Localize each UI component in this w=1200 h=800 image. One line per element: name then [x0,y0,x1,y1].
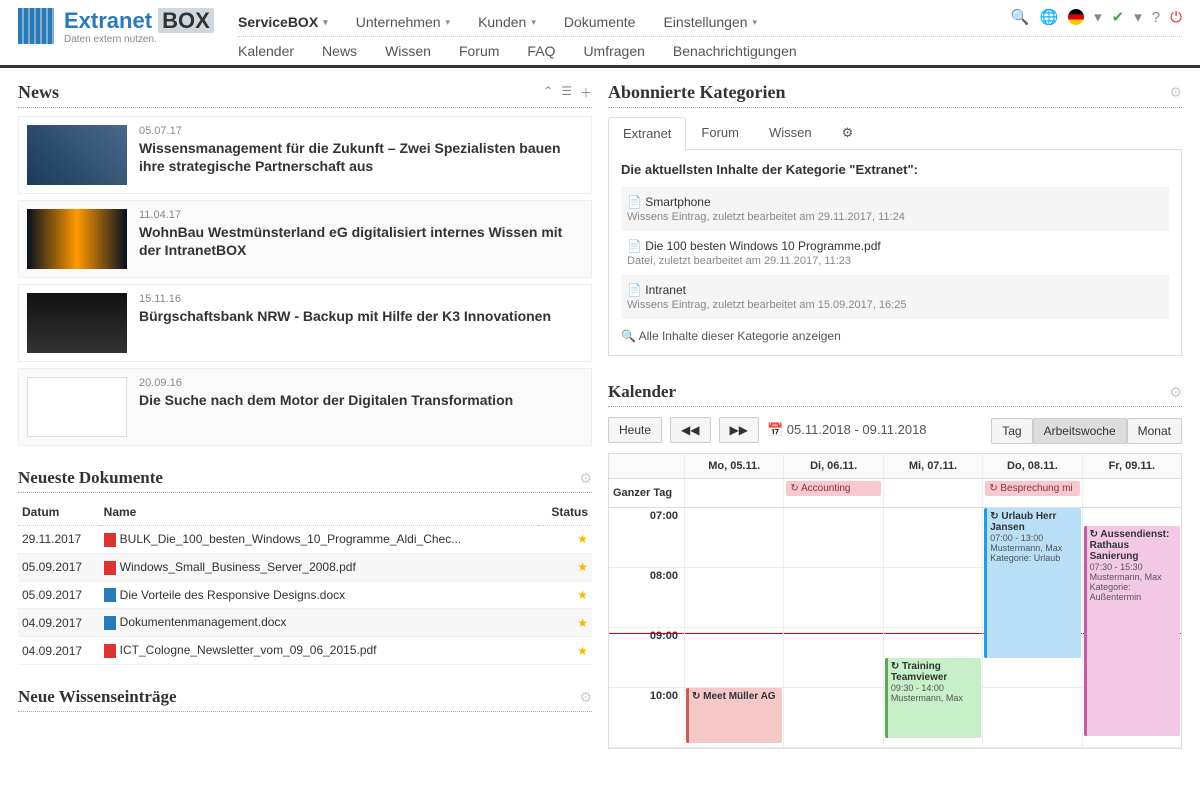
nav-item[interactable]: Dokumente [564,14,636,30]
search-icon[interactable]: 🔍 [1011,8,1030,26]
today-button[interactable]: Heute [608,417,662,443]
nav-item[interactable]: Wissen [385,43,431,59]
view-button[interactable]: Tag [991,418,1032,444]
gear-icon[interactable]: ⚙ [579,470,592,487]
table-row[interactable]: 04.09.2017Dokumentenmanagement.docx★ [18,609,592,637]
cat-item[interactable]: 📄 Die 100 besten Windows 10 Programme.pd… [621,231,1169,275]
prev-button[interactable]: ◀◀ [670,417,710,443]
news-item[interactable]: 15.11.16Bürgschaftsbank NRW - Backup mit… [18,284,592,362]
nav-item[interactable]: Kunden▾ [478,14,536,30]
news-title: News [18,82,59,103]
cal-event[interactable]: ↻ Aussendienst: Rathaus Sanierung07:30 -… [1084,526,1180,736]
gear-icon[interactable]: ⚙ [1169,384,1182,401]
abo-title: Abonnierte Kategorien [608,82,785,103]
nav-item[interactable]: FAQ [527,43,555,59]
pdf-icon [104,644,116,658]
tab[interactable]: Extranet [608,117,686,150]
logo-icon [18,8,54,44]
nav-item[interactable]: Kalender [238,43,294,59]
cal-event[interactable]: ↻ Training Teamviewer09:30 - 14:00 Muste… [885,658,981,738]
docs-table: DatumNameStatus 29.11.2017BULK_Die_100_b… [18,499,592,665]
docs-title: Neueste Dokumente [18,468,163,488]
logo[interactable]: Extranet BOX Daten extern nutzen. [18,8,238,45]
news-thumb [27,293,127,353]
next-button[interactable]: ▶▶ [719,417,759,443]
cat-show-all[interactable]: 🔍 Alle Inhalte dieser Kategorie anzeigen [621,329,1169,343]
news-thumb [27,377,127,437]
tab[interactable]: Wissen [754,116,827,149]
status-ok-icon[interactable]: ✔ [1112,8,1125,26]
power-icon[interactable]: ⏻ [1170,9,1182,26]
collapse-icon[interactable]: ⌃ [543,84,553,101]
list-icon[interactable]: ☰ [561,84,572,101]
cat-item[interactable]: 📄 SmartphoneWissens Eintrag, zuletzt bea… [621,187,1169,231]
pdf-icon [104,561,116,575]
help-icon[interactable]: ? [1152,9,1160,26]
table-row[interactable]: 04.09.2017ICT_Cologne_Newsletter_vom_09_… [18,637,592,665]
docx-icon [104,588,116,602]
allday-event[interactable]: ↻ Accounting [786,481,880,496]
globe-icon[interactable]: 🌐 [1039,8,1058,26]
nav-item[interactable]: Unternehmen▾ [356,14,450,30]
gear-icon[interactable]: ⚙ [579,689,592,706]
nav-secondary: Kalender News Wissen Forum FAQ Umfragen Benach… [238,37,1182,65]
table-row[interactable]: 29.11.2017BULK_Die_100_besten_Windows_10… [18,526,592,554]
tab[interactable]: Forum [686,116,754,149]
add-icon[interactable]: ＋ [580,84,592,101]
cat-item[interactable]: 📄 IntranetWissens Eintrag, zuletzt bearb… [621,275,1169,319]
view-button[interactable]: Arbeitswoche [1033,418,1127,444]
nav-item[interactable]: Benachrichtigungen [673,43,797,59]
nav-item[interactable]: ServiceBOX▾ [238,14,328,30]
view-button[interactable]: Monat [1127,418,1182,444]
gear-icon[interactable]: ⚙ [827,116,869,149]
table-row[interactable]: 05.09.2017Die Vorteile des Responsive De… [18,581,592,609]
nav-item[interactable]: News [322,43,357,59]
nav-item[interactable]: Umfragen [583,43,644,59]
calendar-grid: Mo, 05.11.Di, 06.11.Mi, 07.11.Do, 08.11.… [608,453,1182,749]
news-item[interactable]: 20.09.16Die Suche nach dem Motor der Dig… [18,368,592,446]
table-row[interactable]: 05.09.2017Windows_Small_Business_Server_… [18,553,592,581]
flag-de-icon[interactable] [1068,9,1084,25]
nav-item[interactable]: Forum [459,43,499,59]
news-item[interactable]: 05.07.17Wissensmanagement für die Zukunf… [18,116,592,194]
news-thumb [27,125,127,185]
cat-heading: Die aktuellsten Inhalte der Kategorie "E… [621,162,1169,177]
docx-icon [104,616,116,630]
pdf-icon [104,533,116,547]
nav-item[interactable]: Einstellungen▾ [663,14,757,30]
cal-event[interactable]: ↻ Urlaub Herr Jansen07:00 - 13:00 Muster… [984,508,1080,658]
allday-event[interactable]: ↻ Besprechung mi [985,481,1079,496]
news-item[interactable]: 11.04.17WohnBau Westmünsterland eG digit… [18,200,592,278]
news-thumb [27,209,127,269]
gear-icon[interactable]: ⚙ [1169,84,1182,101]
cal-title: Kalender [608,382,676,402]
wissen-title: Neue Wissenseinträge [18,687,177,707]
cal-range: 📅 05.11.2018 - 09.11.2018 [767,422,983,438]
cal-event[interactable]: ↻ Meet Müller AG [686,688,782,743]
